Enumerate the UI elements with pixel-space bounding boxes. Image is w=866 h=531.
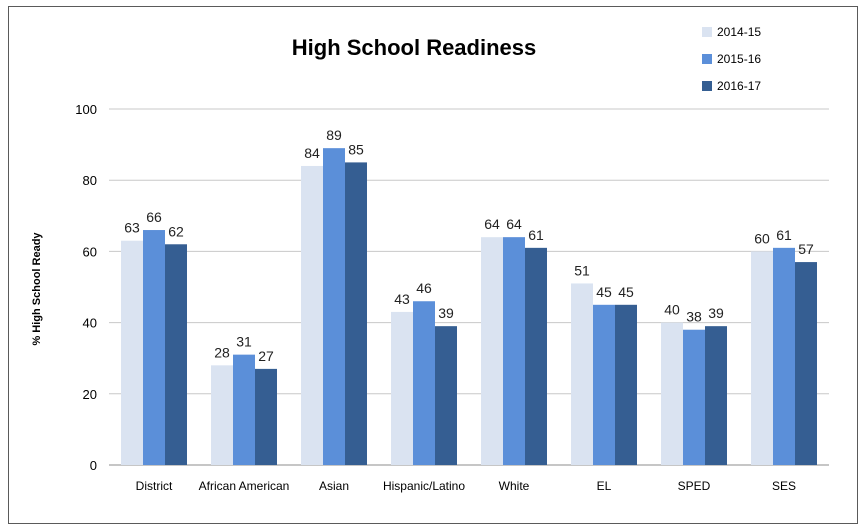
x-category-label: SES xyxy=(772,479,796,493)
bar-chart: High School Readiness % High School Read… xyxy=(31,25,829,493)
bar xyxy=(301,165,323,465)
bar xyxy=(525,247,547,465)
bar xyxy=(683,329,705,465)
bar xyxy=(323,148,345,465)
bar xyxy=(571,283,593,465)
bar xyxy=(773,247,795,465)
y-axis-label: % High School Ready xyxy=(31,232,43,346)
chart-frame: High School Readiness % High School Read… xyxy=(8,6,858,524)
legend-label: 2014-15 xyxy=(717,25,761,39)
data-label: 57 xyxy=(798,241,814,257)
data-label: 84 xyxy=(304,145,320,161)
x-category-label: African American xyxy=(199,479,290,493)
legend-swatch xyxy=(702,27,712,37)
bar xyxy=(705,326,727,465)
bar xyxy=(751,251,773,465)
data-label: 64 xyxy=(506,216,522,232)
data-label: 40 xyxy=(664,302,680,318)
data-label: 63 xyxy=(124,220,140,236)
data-label: 66 xyxy=(146,209,162,225)
bar xyxy=(211,365,233,465)
data-label: 45 xyxy=(596,284,612,300)
bar xyxy=(345,162,367,465)
x-category-label: SPED xyxy=(678,479,711,493)
bar xyxy=(795,262,817,465)
x-category-label: District xyxy=(136,479,173,493)
bar xyxy=(661,322,683,465)
bars xyxy=(121,148,817,465)
data-label: 89 xyxy=(326,127,342,143)
y-tick-label: 0 xyxy=(90,458,97,473)
bar xyxy=(121,240,143,465)
bar xyxy=(255,368,277,465)
bar xyxy=(593,304,615,465)
bar xyxy=(413,301,435,465)
y-tick-label: 60 xyxy=(83,244,97,259)
data-label: 27 xyxy=(258,348,274,364)
data-label: 38 xyxy=(686,309,702,325)
y-tick-label: 20 xyxy=(83,387,97,402)
data-label: 43 xyxy=(394,291,410,307)
data-label: 46 xyxy=(416,280,432,296)
data-label: 39 xyxy=(708,305,724,321)
data-label: 45 xyxy=(618,284,634,300)
data-label: 64 xyxy=(484,216,500,232)
x-category-label: Hispanic/Latino xyxy=(383,479,465,493)
legend: 2014-15 2015-16 2016-17 xyxy=(702,25,761,93)
data-label: 39 xyxy=(438,305,454,321)
y-tick-label: 100 xyxy=(75,102,97,117)
bar xyxy=(233,354,255,465)
bar xyxy=(615,304,637,465)
legend-swatch xyxy=(702,81,712,91)
data-label: 31 xyxy=(236,334,252,350)
bar xyxy=(143,230,165,465)
x-category-label: Asian xyxy=(319,479,349,493)
bar xyxy=(435,326,457,465)
y-tick-label: 40 xyxy=(83,316,97,331)
data-label: 62 xyxy=(168,223,184,239)
data-label: 51 xyxy=(574,262,590,278)
data-label: 61 xyxy=(776,227,792,243)
bar xyxy=(503,237,525,465)
chart-title: High School Readiness xyxy=(292,35,537,60)
y-axis-ticks: 0 20 40 60 80 100 xyxy=(75,102,97,473)
bar xyxy=(481,237,503,465)
data-label: 85 xyxy=(348,141,364,157)
data-label: 60 xyxy=(754,230,770,246)
legend-label: 2015-16 xyxy=(717,52,761,66)
x-category-label: White xyxy=(499,479,530,493)
legend-swatch xyxy=(702,54,712,64)
data-label: 61 xyxy=(528,227,544,243)
x-axis-categories: District African American Asian Hispanic/La… xyxy=(136,479,796,493)
bar xyxy=(391,311,413,465)
bar xyxy=(165,244,187,465)
data-labels: 63 66 62 28 31 27 84 89 85 43 46 39 64 64 61 51 45 45 40 38… xyxy=(124,127,814,364)
y-tick-label: 80 xyxy=(83,173,97,188)
data-label: 28 xyxy=(214,344,230,360)
legend-label: 2016-17 xyxy=(717,79,761,93)
x-category-label: EL xyxy=(597,479,612,493)
